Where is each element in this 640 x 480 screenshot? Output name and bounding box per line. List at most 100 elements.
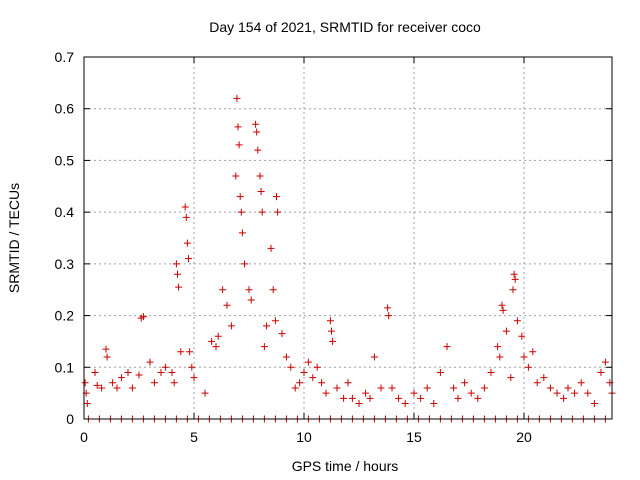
data-point (201, 389, 209, 397)
data-point (237, 208, 245, 216)
data-point (177, 348, 185, 356)
data-point (309, 374, 317, 382)
data-point (186, 348, 194, 356)
data-point (247, 296, 255, 304)
y-tick-label: 0.5 (55, 152, 75, 168)
data-point (109, 379, 117, 387)
data-point (117, 374, 125, 382)
data-point (601, 358, 609, 366)
y-tick-label: 0.4 (55, 204, 75, 220)
data-point (267, 244, 275, 252)
data-point (443, 343, 451, 351)
data-point (81, 379, 89, 387)
data-point (258, 208, 266, 216)
data-point (395, 394, 403, 402)
data-point (300, 368, 308, 376)
data-point (326, 317, 334, 325)
data-point (494, 343, 502, 351)
data-point (511, 275, 519, 283)
data-point (232, 172, 240, 180)
data-point (474, 394, 482, 402)
data-point (520, 353, 528, 361)
data-point (233, 94, 241, 102)
data-point (590, 399, 598, 407)
data-point (170, 379, 178, 387)
data-point (487, 368, 495, 376)
plot-frame (83, 56, 613, 420)
data-point (340, 394, 348, 402)
y-tick-label: 0.1 (55, 359, 75, 375)
data-point (377, 384, 385, 392)
data-point (577, 379, 585, 387)
data-point (263, 322, 271, 330)
data-point (529, 348, 537, 356)
data-point (190, 374, 198, 382)
data-point (208, 337, 216, 345)
data-point (168, 368, 176, 376)
data-point (355, 399, 363, 407)
data-point (139, 313, 147, 321)
x-tick-label: 10 (296, 429, 312, 445)
data-point (212, 343, 220, 351)
data-point (540, 374, 548, 382)
y-axis-label: SRMTID / TECUs (6, 183, 22, 293)
data-point (185, 255, 192, 263)
data-point (322, 389, 330, 397)
data-point (128, 384, 136, 392)
x-tick-label: 15 (406, 429, 422, 445)
ticks-layer: 0 5 10 15 20 0 0.1 0.2 0.3 0.4 0.5 0.6 0.7 (55, 49, 612, 445)
data-point (524, 363, 532, 371)
data-point (436, 368, 444, 376)
data-point (385, 312, 393, 320)
y-tick-label: 0.6 (55, 101, 75, 117)
data-point (417, 394, 425, 402)
data-point (502, 327, 510, 335)
data-point (496, 353, 504, 361)
x-tick-label: 20 (516, 429, 532, 445)
grid-layer (84, 57, 612, 419)
data-point (366, 394, 374, 402)
data-point (157, 368, 165, 376)
data-point (238, 229, 246, 237)
data-point (252, 120, 260, 128)
data-point (480, 384, 488, 392)
data-point (227, 322, 235, 330)
data-point (384, 304, 392, 312)
data-point (245, 286, 253, 294)
data-point (234, 123, 242, 131)
data-point (113, 384, 121, 392)
data-point (518, 332, 526, 340)
data-point (274, 208, 282, 216)
data-point (362, 389, 370, 397)
data-point (183, 239, 191, 247)
data-point (507, 374, 515, 382)
data-point (93, 381, 101, 389)
data-point (348, 394, 356, 402)
x-tick-label: 5 (190, 429, 198, 445)
data-point (498, 301, 506, 309)
data-point (571, 389, 579, 397)
data-point (241, 260, 249, 268)
data-point (329, 337, 337, 345)
data-point (146, 358, 154, 366)
x-tick-label: 0 (80, 429, 88, 445)
data-point (273, 193, 280, 201)
data-point (509, 286, 517, 294)
data-point (182, 213, 190, 221)
data-point (181, 203, 189, 211)
data-point (450, 384, 458, 392)
data-point (102, 345, 110, 353)
data-point (333, 384, 341, 392)
data-point (282, 353, 290, 361)
data-point (287, 363, 295, 371)
data-point (560, 394, 568, 402)
data-point (256, 172, 264, 180)
data-point (269, 286, 277, 294)
data-point (510, 270, 518, 278)
data-point (296, 379, 304, 387)
data-point (174, 270, 181, 278)
data-point (461, 379, 469, 387)
data-point (467, 389, 475, 397)
